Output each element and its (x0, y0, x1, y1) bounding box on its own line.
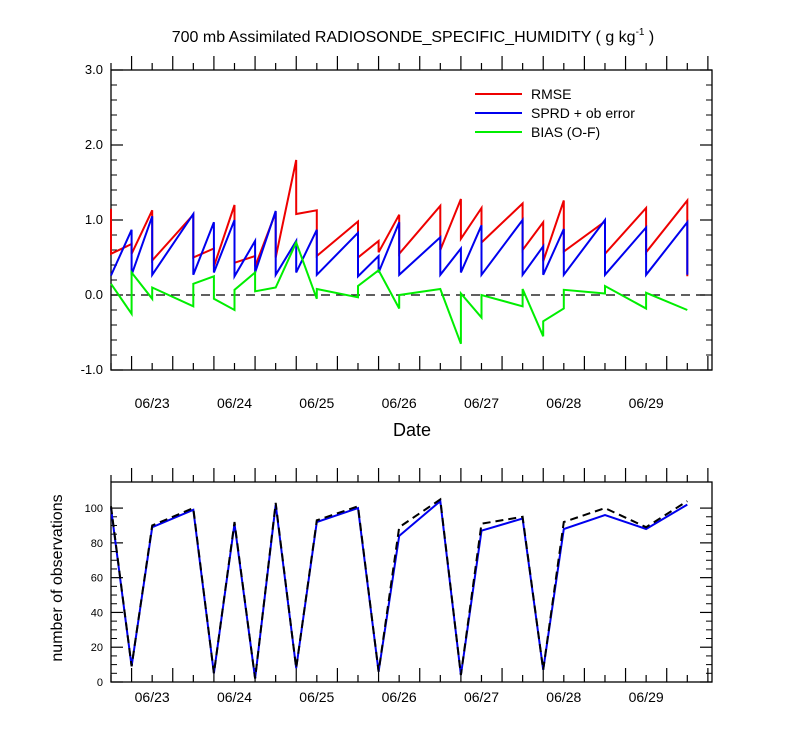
top-y-tick-labels: -1.0 0.0 1.0 2.0 3.0 (81, 62, 103, 377)
series-line-sprd-ob-error (110, 210, 689, 280)
y-tick-label: 100 (85, 503, 103, 515)
x-tick-label: 06/25 (299, 689, 334, 705)
x-tick-label: 06/28 (546, 395, 581, 411)
top-axis-ticks (110, 56, 712, 371)
legend-label: SPRD + ob error (531, 105, 635, 121)
x-tick-label: 06/27 (464, 689, 499, 705)
y-tick-label: 1.0 (85, 212, 103, 227)
series-line-observations-used (110, 499, 688, 679)
series-line-bias-o-f (110, 239, 688, 345)
y-tick-label: 80 (91, 538, 103, 550)
bottom-plot-frame (110, 481, 713, 683)
top-series-lines (110, 159, 689, 345)
x-tick-label: 06/23 (135, 689, 170, 705)
x-tick-label: 06/28 (546, 689, 581, 705)
x-tick-label: 06/26 (382, 395, 417, 411)
x-tick-label: 06/29 (629, 689, 664, 705)
x-tick-label: 06/29 (629, 395, 664, 411)
x-axis-label: Date (393, 420, 431, 440)
top-x-tick-labels: 06/23 06/24 06/25 06/26 06/27 06/28 06/29 (135, 395, 664, 411)
x-tick-label: 06/25 (299, 395, 334, 411)
series-line-observations-possible (110, 497, 688, 679)
y-tick-label: -1.0 (81, 362, 103, 377)
y-tick-label: 20 (91, 642, 103, 654)
bottom-x-tick-labels: 06/23 06/24 06/25 06/26 06/27 06/28 06/29 (135, 689, 664, 705)
y-tick-label: 40 (91, 607, 103, 619)
legend: RMSE SPRD + ob error BIAS (O-F) (475, 86, 635, 140)
x-tick-label: 06/27 (464, 395, 499, 411)
x-tick-label: 06/24 (217, 395, 252, 411)
y-tick-label: 60 (91, 573, 103, 585)
x-tick-label: 06/24 (217, 689, 252, 705)
y-tick-label: 3.0 (85, 62, 103, 77)
x-tick-label: 06/23 (135, 395, 170, 411)
bottom-series-lines (110, 497, 688, 679)
y-tick-label: 0.0 (85, 287, 103, 302)
top-plot-area: -1.00.01.02.03.0 06/23 06/24 06/25 06/26 06/… (81, 56, 713, 411)
series-line-rmse (110, 159, 689, 277)
y-tick-label: 0 (97, 677, 103, 689)
legend-label: BIAS (O-F) (531, 124, 600, 140)
y-tick-label: 2.0 (85, 137, 103, 152)
bottom-y-tick-labels: 0 20 40 60 80 100 (85, 503, 103, 689)
chart-title: 700 mb Assimilated RADIOSONDE_SPECIFIC_H… (172, 27, 655, 46)
x-tick-label: 06/26 (382, 689, 417, 705)
legend-label: RMSE (531, 86, 571, 102)
bottom-y-axis-label: number of observations (49, 494, 66, 661)
